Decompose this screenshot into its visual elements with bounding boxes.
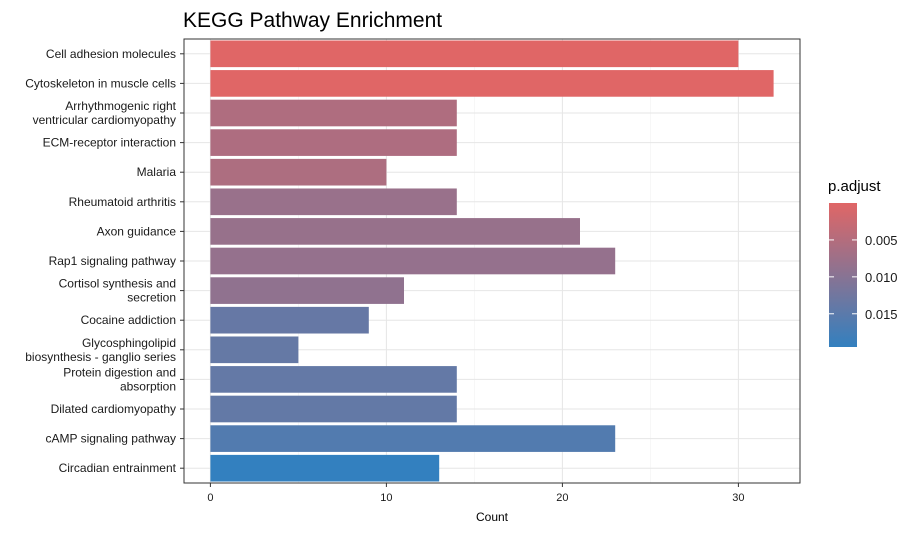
y-tick-label: Arrhythmogenic right: [65, 99, 176, 113]
chart-title: KEGG Pathway Enrichment: [183, 9, 442, 32]
bar: [210, 306, 369, 334]
x-axis-title: Count: [476, 510, 509, 524]
y-tick-label: Cytoskeleton in muscle cells: [25, 76, 176, 90]
legend: p.adjust 0.005 0.010 0.015: [828, 178, 898, 347]
bar: [210, 129, 457, 156]
legend-tick-label: 0.010: [865, 270, 898, 285]
y-tick-label: Malaria: [137, 165, 177, 179]
bar: [210, 247, 616, 275]
y-tick-label: Cortisol synthesis and: [59, 277, 176, 291]
y-tick-label: Dilated cardiomyopathy: [51, 402, 176, 416]
plot-panel: Cell adhesion molecules Cytoskeleton in m…: [25, 38, 801, 524]
y-tick-label: Rheumatoid arthritis: [69, 195, 176, 209]
y-tick-label: cAMP signaling pathway: [45, 432, 176, 446]
y-tick-label: Circadian entrainment: [59, 461, 177, 475]
bar: [210, 40, 739, 68]
y-tick-label: Glycosphingolipid: [82, 336, 176, 350]
x-tick-label: 20: [556, 492, 568, 504]
legend-colorbar: [829, 203, 857, 347]
legend-tick-label: 0.015: [865, 307, 898, 322]
bar: [210, 425, 616, 452]
y-tick-label: Protein digestion and: [63, 365, 176, 379]
legend-title: p.adjust: [828, 178, 881, 195]
bar: [210, 158, 387, 186]
panel-border: [183, 38, 801, 484]
bar: [210, 218, 580, 245]
y-tick-label: Axon guidance: [97, 224, 177, 238]
bar: [210, 277, 404, 304]
x-tick-label: 30: [732, 492, 744, 504]
x-tick-label: 0: [207, 492, 213, 504]
y-tick-label: Rap1 signaling pathway: [49, 254, 176, 268]
bar: [210, 99, 457, 127]
y-tick-label: Cocaine addiction: [81, 313, 176, 327]
bar: [210, 366, 457, 393]
y-tick-label: ventricular cardiomyopathy: [33, 113, 176, 127]
y-tick-label: Cell adhesion molecules: [46, 47, 176, 61]
bar: [210, 454, 440, 482]
legend-tick-label: 0.005: [865, 233, 898, 248]
x-tick-label: 10: [380, 492, 392, 504]
y-tick-label: absorption: [120, 379, 176, 393]
y-tick-label: secretion: [127, 291, 176, 305]
bar: [210, 395, 457, 423]
y-tick-label: ECM-receptor interaction: [43, 136, 176, 150]
bar: [210, 188, 457, 216]
bar: [210, 70, 774, 97]
bar: [210, 336, 299, 364]
y-tick-label: biosynthesis - ganglio series: [25, 350, 176, 364]
